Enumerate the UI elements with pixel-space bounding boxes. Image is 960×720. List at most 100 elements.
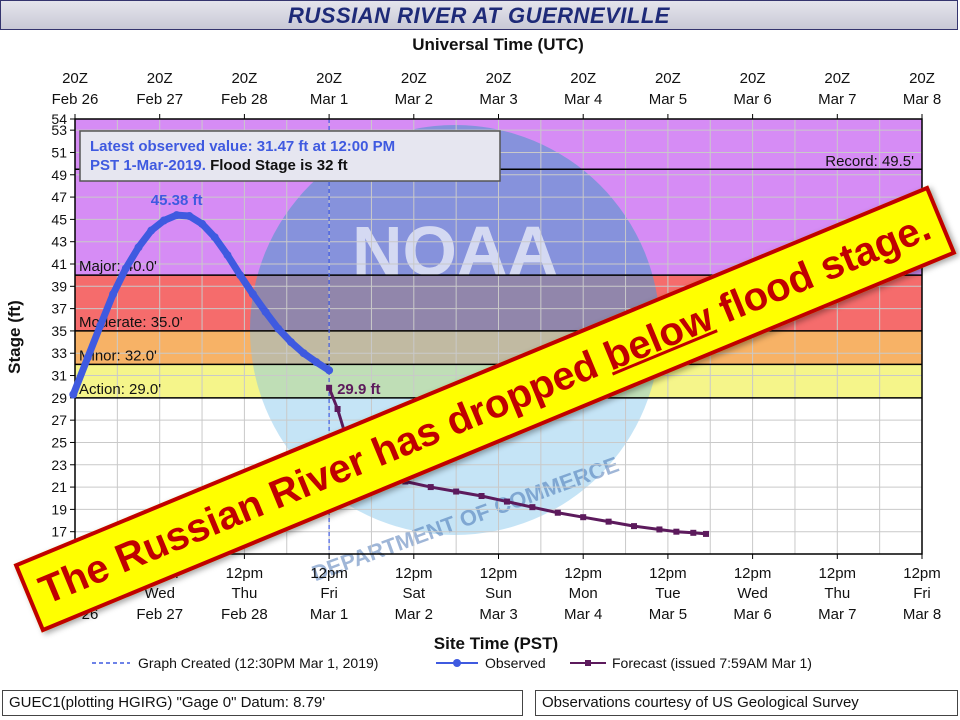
threshold-label: Minor: 32.0' xyxy=(79,347,157,364)
bottom-tick-label: 12pm xyxy=(734,565,772,582)
top-tick-label: 20Z xyxy=(401,70,427,87)
forecast-start-label: 29.9 ft xyxy=(337,381,380,398)
legend-forecast-square xyxy=(585,660,591,666)
x-axis-label: Site Time (PST) xyxy=(434,634,558,653)
y-tick-label: 51 xyxy=(51,144,67,160)
bottom-tick-label: 12pm xyxy=(649,565,687,582)
top-tick-label: Mar 1 xyxy=(310,91,348,108)
forecast-point xyxy=(673,528,680,535)
observed-point xyxy=(210,233,219,242)
bottom-tick-label: Mar 5 xyxy=(649,606,687,623)
y-tick-label: 41 xyxy=(51,256,67,272)
bottom-tick-label: 12pm xyxy=(819,565,857,582)
observed-point xyxy=(325,366,334,375)
bottom-tick-label: Mar 7 xyxy=(818,606,856,623)
info-box-frame xyxy=(79,130,501,182)
y-tick-label: 53 xyxy=(51,122,67,138)
forecast-point xyxy=(703,530,710,537)
usgs-credit: Observations courtesy of US Geological S… xyxy=(535,690,958,716)
forecast-point xyxy=(453,488,460,495)
bottom-tick-label: Fri xyxy=(320,585,338,602)
threshold-label: Record: 49.5' xyxy=(825,153,914,170)
y-tick-label: 37 xyxy=(51,301,67,317)
top-tick-label: 20Z xyxy=(824,70,850,87)
observed-point xyxy=(134,243,143,252)
peak-label: 45.38 ft xyxy=(151,192,203,209)
bottom-tick-label: Thu xyxy=(231,585,257,602)
y-tick-label: 17 xyxy=(51,524,67,540)
chart-title-bar: RUSSIAN RIVER AT GUERNEVILLE xyxy=(0,0,958,30)
top-tick-label: 20Z xyxy=(486,70,512,87)
y-tick-label: 39 xyxy=(51,278,67,294)
top-tick-label: Mar 6 xyxy=(733,91,771,108)
forecast-point xyxy=(334,406,341,412)
y-tick-label: 27 xyxy=(51,412,67,428)
bottom-tick-label: 12pm xyxy=(226,565,264,582)
bottom-tick-label: Sat xyxy=(403,585,426,602)
observed-point xyxy=(172,211,181,220)
bottom-tick-label: Fri xyxy=(913,585,931,602)
top-tick-label: 20Z xyxy=(655,70,681,87)
forecast-point xyxy=(580,514,587,521)
bottom-tick-label: Wed xyxy=(737,585,768,602)
y-tick-label: 21 xyxy=(51,479,67,495)
observed-point xyxy=(147,226,156,235)
top-tick-label: Mar 5 xyxy=(649,91,687,108)
watermark-noaa-text: NOAA xyxy=(352,212,558,290)
observed-point xyxy=(109,290,118,299)
threshold-label: Major: 40.0' xyxy=(79,258,157,275)
top-tick-label: Feb 27 xyxy=(136,91,183,108)
data-series: 45.38 ft 29.9 ft xyxy=(69,192,710,537)
observed-point xyxy=(312,358,321,367)
top-tick-label: Mar 7 xyxy=(818,91,856,108)
top-tick-label: 20Z xyxy=(231,70,257,87)
y-tick-label: 33 xyxy=(51,345,67,361)
threshold-label: Action: 29.0' xyxy=(79,381,161,398)
threshold-label: Moderate: 35.0' xyxy=(79,314,183,331)
info-box: Latest observed value: 31.47 ft at 12:00… xyxy=(79,130,501,182)
top-tick-label: 20Z xyxy=(570,70,596,87)
top-tick-label: Mar 3 xyxy=(479,91,517,108)
forecast-point xyxy=(503,498,510,505)
bottom-tick-label: 12pm xyxy=(395,565,433,582)
top-tick-label: 20Z xyxy=(316,70,342,87)
forecast-point xyxy=(529,504,536,511)
info-box-line1: Latest observed value: 31.47 ft at 12:00… xyxy=(90,138,395,155)
forecast-point xyxy=(690,529,697,536)
observed-point xyxy=(121,264,130,273)
observed-point xyxy=(198,219,207,228)
top-tick-label: 20Z xyxy=(147,70,173,87)
info-box-line2: PST 1-Mar-2019. Flood Stage is 32 ft xyxy=(90,157,348,174)
observed-point xyxy=(248,290,257,299)
bottom-tick-label: Mar 3 xyxy=(479,606,517,623)
top-axis-title: Universal Time (UTC) xyxy=(412,35,584,54)
bottom-tick-label: Mar 1 xyxy=(310,606,348,623)
info-box-flood-stage: Flood Stage is 32 ft xyxy=(210,157,348,174)
y-tick-label: 29 xyxy=(51,390,67,406)
bottom-tick-label: Tue xyxy=(655,585,680,602)
bottom-tick-label: Thu xyxy=(824,585,850,602)
legend: Graph Created (12:30PM Mar 1, 2019) Obser… xyxy=(92,655,812,671)
legend-forecast-label: Forecast (issued 7:59AM Mar 1) xyxy=(612,655,812,671)
bottom-tick-label: 12pm xyxy=(310,565,348,582)
y-tick-label: 49 xyxy=(51,167,67,183)
y-tick-label: 19 xyxy=(51,501,67,517)
y-tick-label: 45 xyxy=(51,211,67,227)
bottom-tick-label: Mar 2 xyxy=(395,606,433,623)
top-tick-label: 20Z xyxy=(740,70,766,87)
y-tick-label: 31 xyxy=(51,368,67,384)
bottom-tick-label: 12pm xyxy=(903,565,941,582)
y-tick-label: 43 xyxy=(51,234,67,250)
bottom-tick-label: Sun xyxy=(485,585,512,602)
bottom-tick-label: 12pm xyxy=(564,565,602,582)
bottom-tick-label: Mon xyxy=(569,585,598,602)
bottom-tick-label: 12pm xyxy=(480,565,518,582)
legend-created-label: Graph Created (12:30PM Mar 1, 2019) xyxy=(138,655,378,671)
observed-point xyxy=(236,271,245,280)
observed-point xyxy=(83,353,92,362)
top-tick-label: Mar 4 xyxy=(564,91,602,108)
bottom-tick-label: Mar 4 xyxy=(564,606,602,623)
forecast-point xyxy=(427,484,434,491)
info-box-date: PST 1-Mar-2019. xyxy=(90,157,210,174)
forecast-point xyxy=(656,526,663,533)
